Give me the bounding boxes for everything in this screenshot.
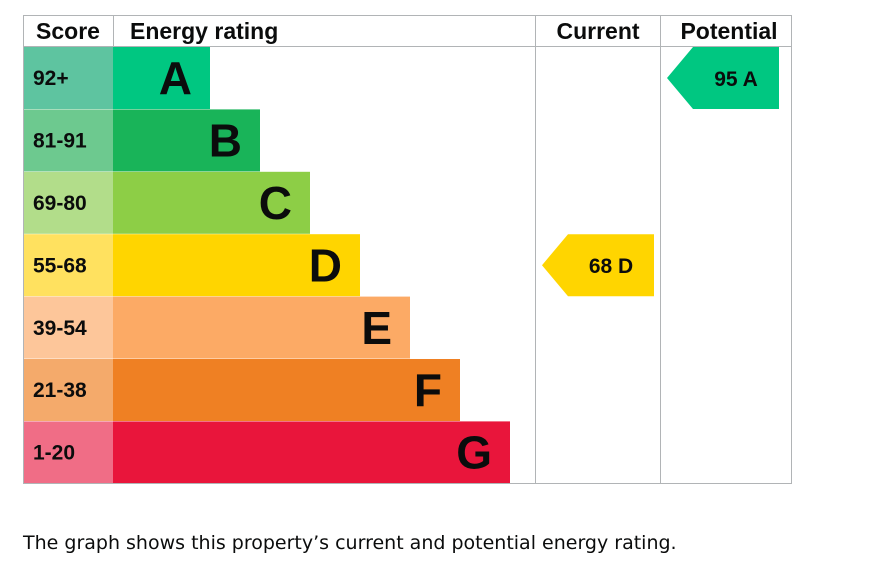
current-rating-pointer: 68 D	[542, 234, 654, 297]
score-label-b: 81-91	[33, 130, 87, 153]
band-letter-e: E	[361, 302, 392, 354]
band-bar-e	[113, 296, 410, 359]
band-f: 21-38 F	[23, 359, 460, 421]
band-letter-a: A	[159, 52, 192, 104]
band-letter-d: D	[309, 239, 342, 291]
score-cell-e	[23, 296, 113, 359]
band-bar-f	[113, 359, 460, 421]
score-label-a: 92+	[33, 67, 69, 90]
potential-rating-pointer-label: 95 A	[714, 68, 758, 91]
score-label-f: 21-38	[33, 379, 87, 402]
potential-rating-pointer: 95 A	[667, 47, 779, 109]
band-bar-a	[113, 47, 210, 109]
band-bar-d	[113, 234, 360, 297]
current-rating-pointer-shape	[542, 234, 654, 297]
band-bar-b	[113, 109, 260, 172]
band-letter-c: C	[259, 177, 292, 229]
header-potential: Potential	[680, 18, 777, 44]
band-g: 1-20 G	[23, 421, 510, 484]
score-label-e: 39-54	[33, 317, 87, 340]
rating-pointers: 68 D 95 A	[542, 47, 779, 297]
score-cell-c	[23, 171, 113, 234]
score-cell-d	[23, 234, 113, 297]
band-e: 39-54 E	[23, 296, 410, 359]
chart-caption: The graph shows this property’s current …	[23, 532, 677, 554]
header-energy-rating: Energy rating	[130, 18, 278, 44]
score-cell-f	[23, 359, 113, 421]
band-letter-f: F	[414, 364, 442, 416]
band-letter-b: B	[209, 115, 242, 167]
potential-rating-pointer-shape	[667, 47, 779, 109]
band-letter-g: G	[456, 427, 492, 479]
rating-bands: 92+ A 81-91 B 69-80 C 55-68 D 39-54 E 21-38 F 1-20 G	[23, 47, 510, 484]
score-cell-a	[23, 47, 113, 109]
header-score: Score	[36, 18, 100, 44]
band-bar-c	[113, 171, 310, 234]
score-label-c: 69-80	[33, 192, 87, 215]
energy-rating-chart: Score Energy rating Current Potential 92…	[23, 15, 792, 484]
band-bar-g	[113, 421, 510, 484]
band-b: 81-91 B	[23, 109, 260, 172]
header-current: Current	[556, 18, 639, 44]
current-rating-pointer-label: 68 D	[589, 255, 633, 278]
score-label-g: 1-20	[33, 442, 75, 465]
score-cell-g	[23, 421, 113, 484]
score-cell-b	[23, 109, 113, 172]
chart-grid	[23, 15, 792, 484]
band-c: 69-80 C	[23, 171, 310, 234]
band-a: 92+ A	[23, 47, 210, 109]
band-d: 55-68 D	[23, 234, 360, 297]
score-label-d: 55-68	[33, 254, 87, 277]
